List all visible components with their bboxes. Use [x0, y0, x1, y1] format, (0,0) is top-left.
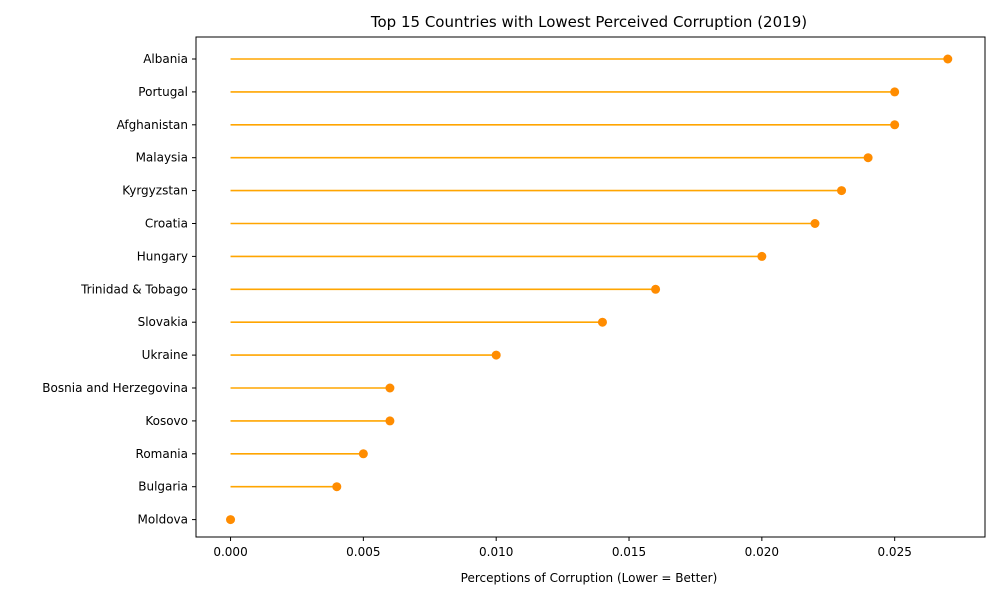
x-axis-ticks: 0.000 0.005 0.010 0.015 0.020 0.025 — [213, 537, 912, 559]
marker-6 — [757, 251, 767, 261]
marker-7 — [651, 284, 661, 294]
marker-0 — [943, 54, 953, 64]
y-tick-label-5: Croatia — [145, 217, 188, 231]
y-axis-ticks: Albania Portugal Afghanistan Malaysia Kyrgyz… — [42, 52, 196, 527]
y-tick-label-1: Portugal — [138, 85, 188, 99]
y-tick-label-3: Malaysia — [136, 151, 188, 165]
chart-title: Top 15 Countries with Lowest Perceived C… — [370, 13, 807, 31]
y-tick-label-8: Slovakia — [138, 315, 188, 329]
y-tick-label-10: Bosnia and Herzegovina — [42, 381, 188, 395]
y-tick-label-0: Albania — [143, 52, 188, 66]
x-tick-label-3: 0.015 — [612, 545, 646, 559]
marker-1 — [890, 87, 900, 97]
marker-5 — [810, 219, 820, 228]
marker-11 — [385, 416, 395, 426]
y-tick-label-2: Afghanistan — [117, 118, 188, 132]
marker-13 — [332, 482, 342, 492]
marker-14 — [226, 515, 236, 525]
marker-2 — [890, 120, 900, 130]
y-tick-label-6: Hungary — [137, 249, 188, 263]
y-tick-label-7: Trinidad & Tobago — [80, 282, 188, 296]
x-tick-label-4: 0.020 — [745, 545, 779, 559]
marker-3 — [863, 153, 873, 163]
marker-10 — [385, 383, 395, 393]
y-tick-label-14: Moldova — [138, 513, 188, 527]
plot-frame — [195, 36, 986, 538]
chart-marks — [226, 54, 953, 525]
y-tick-label-11: Kosovo — [145, 414, 188, 428]
y-tick-label-9: Ukraine — [142, 348, 188, 362]
x-tick-label-1: 0.005 — [346, 545, 380, 559]
x-tick-label-2: 0.010 — [479, 545, 513, 559]
y-tick-label-13: Bulgaria — [138, 480, 188, 494]
x-tick-label-0: 0.000 — [213, 545, 247, 559]
x-tick-label-5: 0.025 — [877, 545, 911, 559]
marker-4 — [837, 186, 847, 196]
y-tick-label-4: Kyrgyzstan — [122, 184, 188, 198]
marker-12 — [358, 449, 368, 459]
marker-9 — [491, 350, 501, 360]
y-tick-label-12: Romania — [136, 447, 188, 461]
marker-8 — [597, 317, 607, 327]
x-axis-label: Perceptions of Corruption (Lower = Bette… — [461, 571, 718, 585]
